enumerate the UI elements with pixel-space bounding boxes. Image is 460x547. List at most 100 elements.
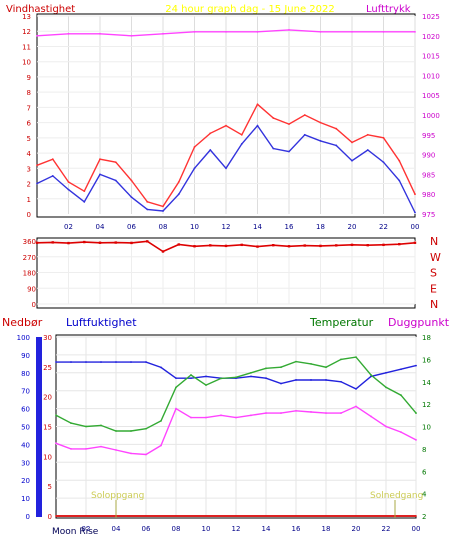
- climate-point: [55, 414, 57, 417]
- climate-point: [400, 368, 402, 371]
- climate-point: [145, 427, 147, 430]
- pressure-y-tick-label: 1015: [422, 53, 440, 61]
- climate-point: [55, 515, 57, 517]
- climate-point: [385, 371, 387, 374]
- climate-point: [100, 445, 102, 448]
- pressure-label: Lufttrykk: [366, 4, 411, 15]
- wind-speed-label: Vindhastighet: [6, 4, 75, 15]
- moonrise-label: Moon Rise: [52, 527, 99, 537]
- wind-point-average: [366, 149, 369, 151]
- wind-point-gust: [335, 127, 338, 130]
- climate-point: [415, 439, 417, 441]
- climate-point: [160, 420, 162, 422]
- temperature-y-tick-label: 18: [422, 334, 431, 342]
- climate-gridlines: [56, 336, 417, 517]
- climate-point: [265, 377, 267, 380]
- climate-point: [190, 416, 192, 419]
- pressure-y-tick-label: 995: [422, 132, 435, 140]
- wind-point-gust: [130, 179, 133, 182]
- temperature-y-tick-label: 8: [422, 446, 426, 454]
- climate-point: [190, 374, 192, 376]
- wind-point-average: [51, 175, 54, 177]
- wind-point-average: [36, 182, 38, 185]
- wind-y-tick-label: 8: [27, 89, 31, 97]
- wind-x-tick-label: 08: [159, 223, 168, 231]
- humidity-y-tick-label: 30: [21, 459, 30, 467]
- rain-y-axis: 0 5 10 15 20 25 30: [43, 334, 52, 521]
- direction-series: [35, 240, 417, 253]
- temperature-y-axis: 2 4 6 8 10 12 14 16 18: [422, 334, 431, 521]
- wind-point-gust: [162, 205, 164, 208]
- climate-x-tick-label: 22: [382, 525, 391, 533]
- temperature-y-tick-label: 6: [422, 468, 427, 476]
- direction-gridlines: [37, 240, 416, 305]
- wind-point-average: [398, 179, 401, 182]
- pressure-y-tick-label: 1010: [422, 72, 440, 80]
- pressure-y-tick-label: 990: [422, 152, 435, 160]
- wind-point-average: [256, 124, 259, 127]
- wind-point-average: [335, 144, 338, 147]
- climate-point: [325, 412, 327, 414]
- climate-point: [295, 409, 297, 412]
- climate-point: [85, 447, 87, 450]
- climate-point: [250, 375, 252, 378]
- wind-y-tick-label: 2: [27, 181, 31, 189]
- direction-y-tick-label: 270: [23, 254, 36, 262]
- climate-point: [175, 386, 177, 389]
- wind-y-tick-label: 3: [27, 165, 31, 173]
- climate-point: [250, 414, 252, 417]
- direction-y-axis: 360 270 180 90 0: [23, 238, 36, 309]
- climate-point: [160, 444, 162, 447]
- wind-y-tick-label: 4: [27, 150, 32, 158]
- climate-point: [355, 405, 357, 408]
- climate-point: [280, 412, 282, 414]
- climate-point: [70, 422, 72, 425]
- wind-point-average: [83, 200, 86, 203]
- wind-y-tick-label: 0: [27, 211, 31, 219]
- wind-point-gust: [303, 114, 306, 116]
- climate-point: [340, 380, 342, 383]
- climate-point: [310, 362, 312, 365]
- humidity-y-tick-label: 0: [26, 513, 30, 521]
- wind-point-average: [288, 150, 290, 153]
- climate-point: [385, 386, 387, 389]
- climate-point: [130, 452, 132, 455]
- wind-point-average: [162, 210, 164, 212]
- climate-point: [355, 388, 357, 390]
- climate-x-tick-label: 04: [112, 525, 121, 533]
- wind-point-gust: [209, 132, 212, 135]
- climate-point: [175, 377, 177, 380]
- wind-x-tick-label: 20: [348, 223, 357, 231]
- wind-point-average: [240, 143, 243, 145]
- wind-point-pressure: [130, 34, 133, 37]
- wind-point-average: [351, 159, 353, 162]
- climate-x-tick-label: 18: [322, 525, 331, 533]
- direction-y-tick-label: 0: [32, 301, 36, 309]
- humidity-y-tick-label: 100: [17, 334, 30, 342]
- climate-x-tick-label: 12: [232, 525, 241, 533]
- climate-point: [295, 379, 297, 381]
- climate-x-tick-label: 08: [172, 525, 181, 533]
- climate-point: [235, 416, 237, 419]
- compass-label: W: [430, 251, 441, 264]
- climate-point: [340, 358, 342, 361]
- pressure-y-tick-label: 980: [422, 191, 435, 199]
- pressure-y-tick-label: 975: [422, 211, 435, 219]
- wind-point-gust: [36, 164, 38, 167]
- wind-point-gust: [193, 146, 196, 148]
- climate-point: [205, 375, 207, 378]
- compass-label: N: [430, 298, 438, 311]
- wind-point-pressure: [288, 28, 290, 31]
- wind-y-tick-label: 10: [22, 59, 31, 67]
- pressure-y-tick-label: 1005: [422, 92, 440, 100]
- climate-point: [190, 377, 192, 380]
- climate-point: [130, 361, 132, 363]
- climate-x-tick-label: 00: [412, 525, 421, 533]
- climate-point: [100, 361, 102, 363]
- climate-point: [400, 394, 402, 397]
- rain-y-tick-label: 10: [43, 453, 52, 461]
- climate-point: [130, 430, 132, 432]
- wind-y-tick-label: 11: [22, 43, 31, 51]
- wind-point-gust: [398, 159, 401, 162]
- wind-point-average: [177, 193, 180, 196]
